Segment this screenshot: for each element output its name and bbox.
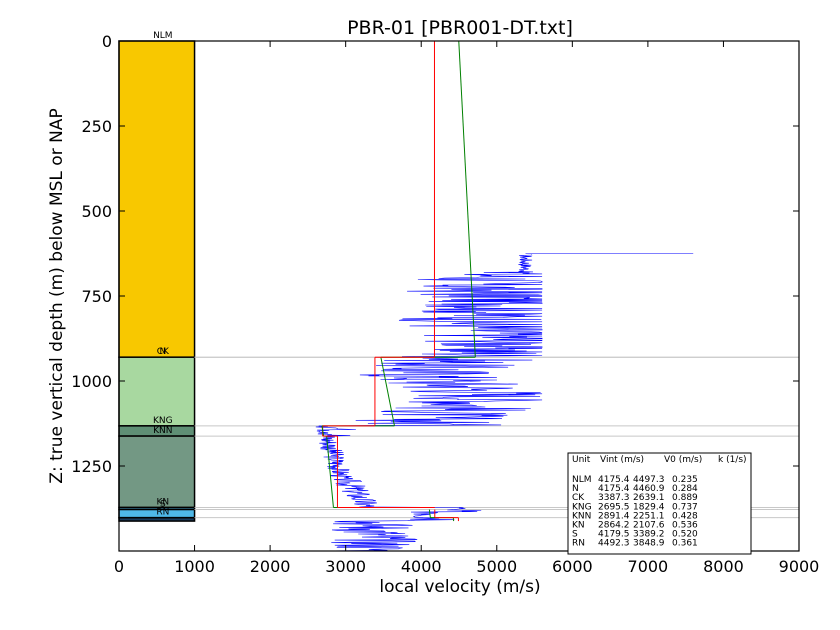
chart-title: PBR-01 [PBR001-DT.txt] (347, 17, 573, 39)
table-cell: 4460.9 (633, 484, 665, 494)
v0k-line-kng (321, 425, 325, 437)
table-cell: 3387.3 (598, 493, 630, 503)
table-cell: NLM (572, 475, 592, 485)
v0k-line-knn (326, 436, 334, 508)
table-cell: N (572, 484, 579, 494)
unit-block-rn (118, 516, 196, 522)
unit-label-s: S (160, 500, 166, 510)
y-tick-label: 250 (81, 117, 112, 136)
x-tick-label: 6000 (552, 557, 593, 576)
table-cell: 2639.1 (633, 493, 665, 503)
table-cell: 0.361 (672, 539, 698, 549)
table-header-cell: k (1/s) (718, 455, 747, 465)
table-header-cell: Vint (m/s) (600, 455, 644, 465)
x-axis-label: local velocity (m/s) (379, 577, 540, 597)
x-tick-label: 0 (114, 557, 124, 576)
table-header-cell: V0 (m/s) (664, 455, 702, 465)
table-cell: 0.889 (672, 493, 698, 503)
x-tick-label: 7000 (628, 557, 669, 576)
table-cell: 4179.5 (598, 530, 630, 540)
table-cell: CK (572, 493, 585, 503)
table-cell: 3389.2 (633, 530, 665, 540)
table-cell: 2864.2 (598, 521, 630, 531)
axes: 0 1000 2000 3000 4000 5000 6000 7000 8000 9000 0 25… (71, 32, 819, 576)
x-tick-label: 1000 (174, 557, 215, 576)
unit-label-ck: CK (157, 347, 170, 357)
table-cell: 3848.9 (633, 539, 665, 549)
table-cell: 2251.1 (633, 511, 665, 521)
x-tick-label: 2000 (250, 557, 291, 576)
unit-label-rn: RN (156, 508, 169, 518)
unit-label-n: N (159, 347, 166, 357)
table-cell: 0.536 (672, 521, 698, 531)
velocity-log-trace (315, 254, 543, 552)
unit-block-nlm (118, 40, 196, 358)
y-tick-label: 0 (102, 32, 112, 51)
v0k-line-ck (380, 357, 395, 426)
x-tick-label: 3000 (325, 557, 366, 576)
x-tick-label: 5000 (476, 557, 517, 576)
table-cell: 2107.6 (633, 521, 665, 531)
v0k-line-s (428, 509, 431, 518)
velocity-log (315, 253, 694, 552)
y-tick-label: 1000 (71, 372, 112, 391)
table-cell: KNN (572, 511, 591, 521)
table-cell: 4175.4 (598, 484, 630, 494)
x-tick-label: 4000 (401, 557, 442, 576)
x-tick-label: 8000 (703, 557, 744, 576)
unit-label-kn: KN (157, 497, 170, 507)
table-cell: 0.520 (672, 530, 698, 540)
v0k-line-nlm (458, 40, 476, 358)
y-tick-label: 1250 (71, 457, 112, 476)
y-axis-label: Z: true vertical depth (m) below MSL or … (47, 108, 67, 483)
unit-label-knn: KNN (153, 426, 172, 436)
table-cell: S (572, 530, 578, 540)
table-cell: 4492.3 (598, 539, 630, 549)
table-cell: RN (572, 539, 585, 549)
unit-block-ck (118, 356, 196, 427)
table-cell: 2891.4 (598, 511, 630, 521)
y-tick-label: 500 (81, 202, 112, 221)
table-cell: 4175.4 (598, 475, 630, 485)
y-tick-label: 750 (81, 287, 112, 306)
table-cell: 0.284 (672, 484, 698, 494)
table-cell: 0.428 (672, 511, 698, 521)
unit-label-nlm: NLM (153, 31, 173, 41)
table-cell: KN (572, 521, 585, 531)
velocity-table: Unit Vint (m/s) V0 (m/s) k (1/s)NLM 4175.4 44… (567, 452, 752, 555)
table-cell: KNG (572, 502, 592, 512)
table-header-cell: Unit (572, 455, 591, 465)
table-cell: 0.235 (672, 475, 698, 485)
table-cell: 2695.5 (598, 502, 630, 512)
velocity-table-box (567, 452, 752, 555)
table-cell: 1829.4 (633, 502, 665, 512)
x-tick-label: 9000 (779, 557, 820, 576)
table-cell: 0.737 (672, 502, 698, 512)
velocity-model-lines (321, 40, 476, 522)
unit-label-kng: KNG (153, 416, 173, 426)
table-cell: 4497.3 (633, 475, 665, 485)
